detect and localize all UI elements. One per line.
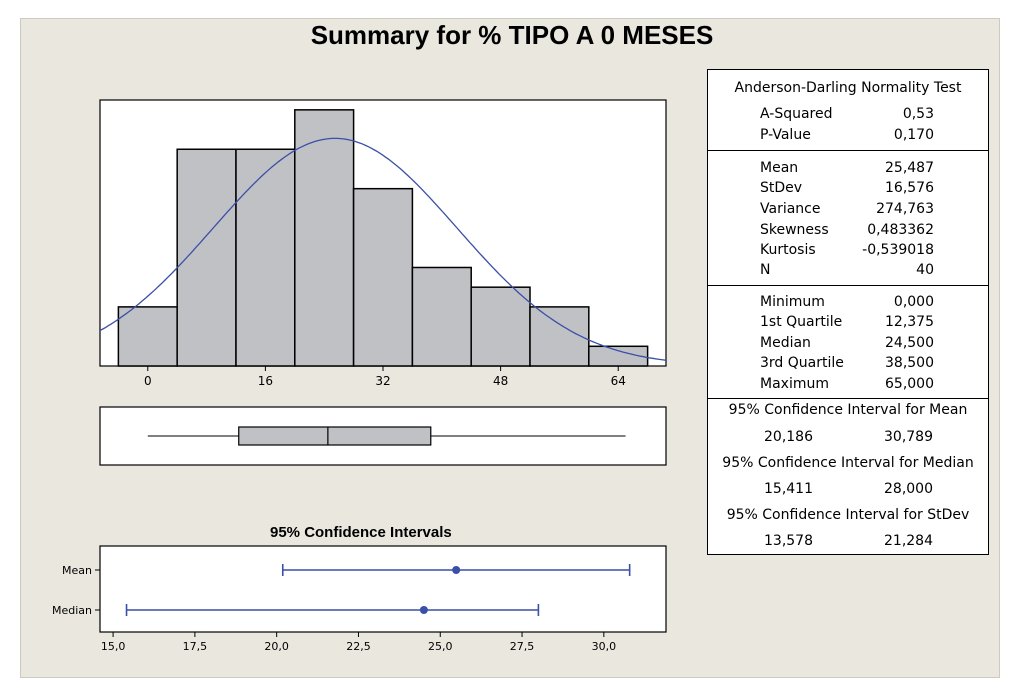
stat-label: Median (760, 335, 811, 351)
stat-label: StDev (760, 180, 803, 196)
histogram-x-tick-label: 48 (493, 374, 508, 388)
divider (708, 398, 988, 399)
ci-low: 20,186 (764, 429, 813, 445)
ci-high: 28,000 (884, 481, 933, 497)
stat-row-n: N 40 (708, 262, 988, 282)
statistics-panel: Anderson-Darling Normality Test A-Square… (707, 69, 989, 555)
stat-value: 12,375 (885, 314, 934, 330)
ci-chart-title: 95% Confidence Intervals (270, 524, 452, 541)
ci-point-estimate (419, 606, 428, 614)
stat-value: 65,000 (885, 376, 934, 392)
ci-x-tick-label: 15,0 (101, 640, 126, 653)
stat-label: Variance (760, 201, 821, 217)
ci-x-tick-label: 20,0 (264, 640, 289, 653)
ci-median-title: 95% Confidence Interval for Median (722, 455, 974, 471)
stat-label: Skewness (760, 222, 829, 238)
ci-stdev-values: 13,578 21,284 (708, 533, 988, 553)
ci-high: 30,789 (884, 429, 933, 445)
ci-x-tick-label: 22,5 (346, 640, 371, 653)
ci-x-tick-label: 25,0 (428, 640, 453, 653)
divider (708, 285, 988, 286)
boxplot-box (238, 426, 432, 446)
histogram-x-tick-label: 32 (375, 374, 390, 388)
ci-stdev-title: 95% Confidence Interval for StDev (726, 507, 970, 523)
stat-row-first-quartile: 1st Quartile 12,375 (708, 314, 988, 334)
histogram-x-tick-label: 0 (144, 374, 152, 388)
histogram-x-tick-label: 16 (258, 374, 273, 388)
stat-row-stdev: StDev 16,576 (708, 180, 988, 200)
normal-fit-curve (99, 137, 667, 361)
stat-value: 40 (916, 262, 934, 278)
stat-row-maximum: Maximum 65,000 (708, 376, 988, 396)
stat-value: 24,500 (885, 335, 934, 351)
stat-label: Minimum (760, 294, 825, 310)
histogram-bar (294, 109, 355, 367)
ci-x-tick-label: 17,5 (183, 640, 208, 653)
stat-label: A-Squared (760, 106, 833, 122)
stat-label: Maximum (760, 376, 829, 392)
ci-low: 15,411 (764, 481, 813, 497)
ad-test-title: Anderson-Darling Normality Test (734, 80, 962, 96)
stat-row-median: Median 24,500 (708, 335, 988, 355)
stat-row-mean: Mean 25,487 (708, 160, 988, 180)
stat-value: 16,576 (885, 180, 934, 196)
stat-label: 1st Quartile (760, 314, 843, 330)
histogram-bar (411, 266, 472, 367)
histogram-bar (117, 306, 178, 367)
histogram-bar (470, 286, 531, 367)
stat-label: 3rd Quartile (760, 355, 844, 371)
stat-row-skewness: Skewness 0,483362 (708, 222, 988, 242)
stat-value: 0,170 (893, 127, 934, 143)
ci-plot-area (99, 545, 667, 633)
ci-row-label: Mean (62, 564, 92, 577)
histogram-bar (235, 148, 296, 367)
ci-x-tick-label: 27,5 (510, 640, 535, 653)
ci-x-tick-label: 30,0 (592, 640, 617, 653)
ci-row-label: Median (52, 604, 92, 617)
ci-median-values: 15,411 28,000 (708, 481, 988, 501)
histogram-bar (352, 187, 414, 367)
stat-row-p-value: P-Value 0,170 (708, 127, 988, 147)
stat-row-kurtosis: Kurtosis -0,539018 (708, 242, 988, 262)
stat-label: Kurtosis (760, 242, 816, 258)
stat-label: P-Value (760, 127, 811, 143)
stat-label: Mean (760, 160, 799, 176)
stat-value: 38,500 (885, 355, 934, 371)
stat-value: 0,000 (893, 294, 934, 310)
histogram-bar (529, 306, 590, 367)
histogram-x-tick-label: 64 (611, 374, 626, 388)
ci-point-estimate (452, 566, 461, 574)
stat-row-variance: Variance 274,763 (708, 201, 988, 221)
chart-title: Summary for % TIPO A 0 MESES (310, 20, 714, 50)
stat-value: 25,487 (885, 160, 934, 176)
stat-value: 274,763 (876, 201, 934, 217)
ci-low: 13,578 (764, 533, 813, 549)
stat-row-minimum: Minimum 0,000 (708, 294, 988, 314)
stat-value: 0,53 (902, 106, 934, 122)
stat-row-a-squared: A-Squared 0,53 (708, 106, 988, 126)
stat-label: N (760, 262, 771, 278)
ci-high: 21,284 (884, 533, 933, 549)
stat-value: -0,539018 (862, 242, 934, 258)
divider (708, 150, 988, 151)
ci-mean-values: 20,186 30,789 (708, 429, 988, 449)
stat-value: 0,483362 (867, 222, 934, 238)
ci-mean-title: 95% Confidence Interval for Mean (728, 402, 968, 418)
stat-row-third-quartile: 3rd Quartile 38,500 (708, 355, 988, 375)
